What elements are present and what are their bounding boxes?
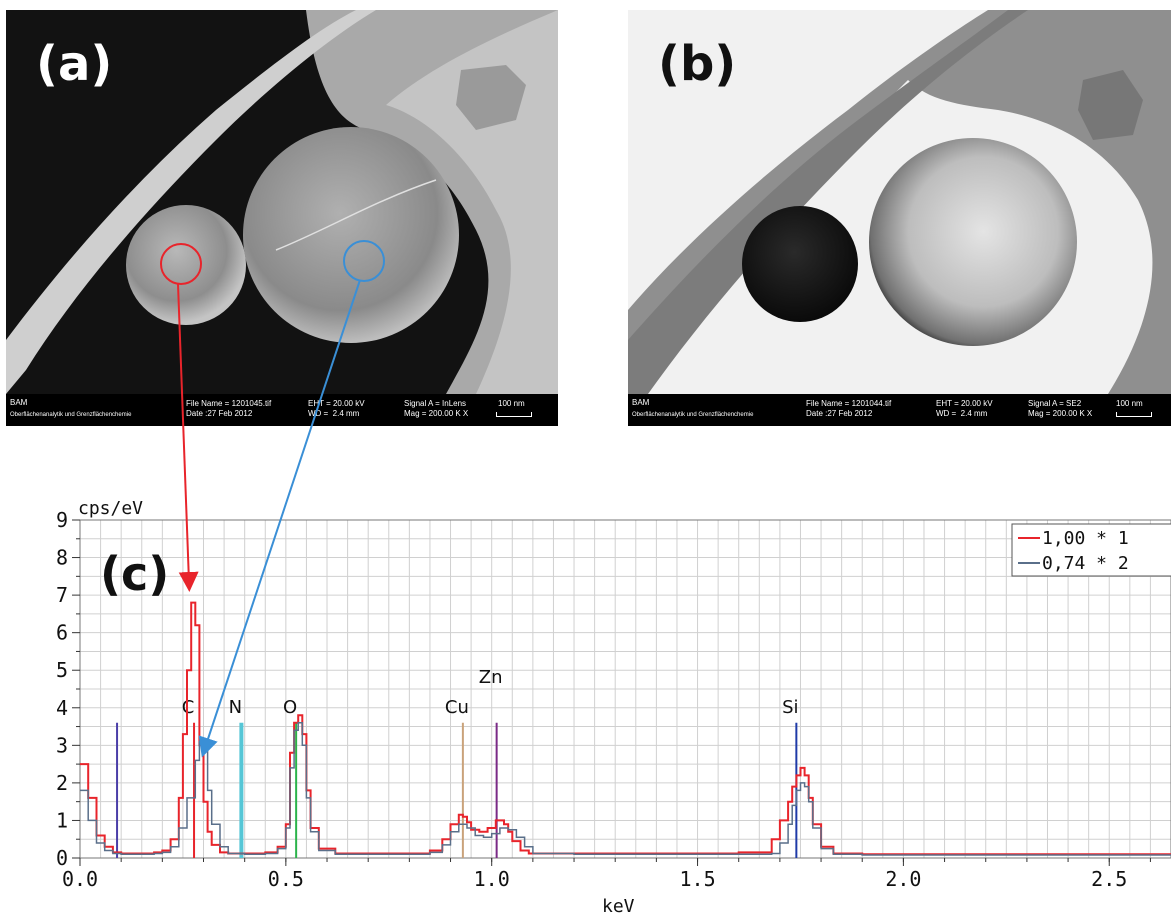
info-org: BAM [632, 398, 650, 407]
info-org: BAM [10, 398, 28, 407]
analysis-spot-blue-circle [343, 240, 385, 282]
info-eht: EHT = 20.00 kV [308, 399, 365, 408]
element-label-si: Si [782, 697, 798, 718]
element-label-zn: Zn [479, 667, 503, 688]
analysis-spot-red-circle [160, 243, 202, 285]
info-dept: Oberflächenanalytik und Grenzflächenchem… [10, 412, 132, 418]
legend-entry-series-2: 0,74 * 2 [1042, 553, 1129, 574]
x-tick-label: 0.5 [268, 867, 304, 891]
arrow-blue [198, 279, 361, 758]
scale-bar-b [1116, 412, 1152, 417]
info-date: Date :27 Feb 2012 [186, 409, 253, 418]
info-date: Date :27 Feb 2012 [806, 409, 873, 418]
info-scale: 100 nm [498, 399, 525, 408]
info-wd: WD = 2.4 mm [936, 409, 988, 418]
element-label-o: O [283, 697, 297, 718]
y-tick-label: 9 [56, 508, 68, 532]
y-tick-label: 5 [56, 658, 68, 682]
panel-label-b: (b) [658, 36, 737, 92]
element-label-c: C [182, 697, 195, 718]
y-tick-label: 2 [56, 771, 68, 795]
spectrum-series [80, 601, 1171, 856]
y-tick-label: 0 [56, 846, 68, 870]
info-signal: Signal A = SE2 [1028, 399, 1082, 408]
legend-entry-series-1: 1,00 * 1 [1042, 528, 1129, 549]
chart-legend: 1,00 * 1 0,74 * 2 [1011, 523, 1171, 577]
y-tick-label: 7 [56, 583, 68, 607]
element-marker-lines: C N O Cu Zn Si [116, 667, 799, 858]
info-file: File Name = 1201044.tif [806, 399, 892, 408]
legend-box [1011, 523, 1171, 577]
sem-image-panel-b: (b) BAM Oberflächenanalytik und Grenzflä… [628, 10, 1171, 426]
sem-info-bar-b: BAM Oberflächenanalytik und Grenzflächen… [628, 394, 1171, 426]
info-wd: WD = 2.4 mm [308, 409, 360, 418]
x-tick-label: 2.5 [1091, 867, 1127, 891]
info-signal: Signal A = InLens [404, 399, 467, 408]
x-tick-label: 1.0 [474, 867, 510, 891]
y-tick-label: 6 [56, 621, 68, 645]
info-eht: EHT = 20.00 kV [936, 399, 993, 408]
y-tick-label: 8 [56, 546, 68, 570]
info-mag: Mag = 200.00 K X [1028, 409, 1093, 418]
sem-info-bar-a: BAM Oberflächenanalytik und Grenzflächen… [6, 394, 558, 426]
info-dept: Oberflächenanalytik und Grenzflächenchem… [632, 412, 754, 418]
element-label-cu: Cu [445, 697, 469, 718]
chart-axes: 0 1 2 3 4 5 6 7 8 9 0.0 0.5 1.0 1.5 2.0 2.5 [56, 508, 1151, 891]
info-scale: 100 nm [1116, 399, 1143, 408]
arrow-red [177, 283, 199, 592]
sem-micrograph-a [6, 10, 558, 394]
sem-micrograph-b [628, 10, 1171, 394]
info-mag: Mag = 200.00 K X [404, 409, 469, 418]
panel-label-a: (a) [36, 36, 113, 92]
x-axis-label: keV [602, 896, 635, 916]
x-tick-label: 2.0 [885, 867, 921, 891]
element-label-n: N [229, 697, 242, 718]
y-tick-label: 3 [56, 733, 68, 757]
scale-bar-a [496, 412, 532, 417]
sem-image-panel-a: (a) BAM Oberflächenanalytik und Grenzflä… [6, 10, 558, 426]
y-axis-label: cps/eV [78, 498, 143, 519]
y-tick-label: 4 [56, 696, 68, 720]
y-tick-label: 1 [56, 808, 68, 832]
x-tick-label: 1.5 [679, 867, 715, 891]
panel-label-c: (c) [100, 547, 169, 601]
chart-grid [80, 520, 1171, 858]
x-tick-label: 0.0 [62, 867, 98, 891]
info-file: File Name = 1201045.tif [186, 399, 272, 408]
spectrum-series-2 [80, 722, 1171, 856]
